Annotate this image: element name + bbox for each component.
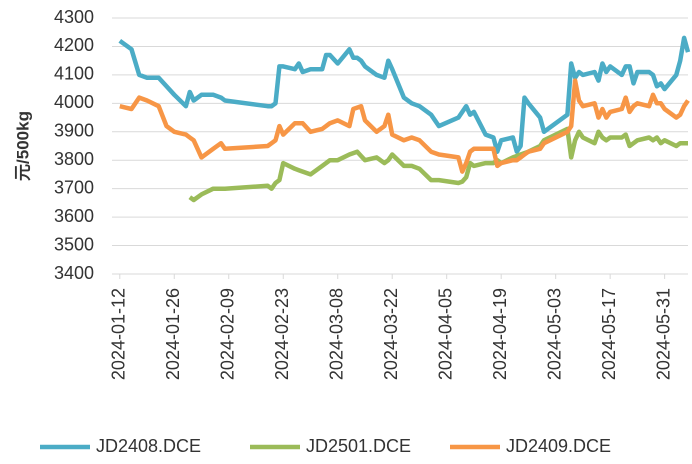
y-tick-label: 3700 bbox=[54, 177, 94, 197]
y-tick-label: 3800 bbox=[54, 149, 94, 169]
x-tick-label: 2024-02-09 bbox=[218, 288, 238, 380]
y-tick-label: 4300 bbox=[54, 7, 94, 27]
y-tick-label: 3900 bbox=[54, 121, 94, 141]
y-tick-label: 4100 bbox=[54, 64, 94, 84]
series-line bbox=[118, 35, 691, 154]
x-tick-label: 2024-04-19 bbox=[490, 288, 510, 380]
y-tick-label: 3400 bbox=[54, 263, 94, 283]
y-tick-label: 4200 bbox=[54, 35, 94, 55]
y-tick-label: 4000 bbox=[54, 92, 94, 112]
x-tick-label: 2024-01-12 bbox=[109, 288, 129, 380]
legend-label: JD2408.DCE bbox=[96, 436, 201, 456]
y-tick-label: 3500 bbox=[54, 234, 94, 254]
y-tick-label: 3600 bbox=[54, 206, 94, 226]
x-tick-label: 2024-03-08 bbox=[326, 288, 346, 380]
x-tick-label: 2024-05-17 bbox=[599, 288, 619, 380]
x-tick-label: 2024-05-31 bbox=[653, 288, 673, 380]
x-tick-label: 2024-05-03 bbox=[544, 288, 564, 380]
legend-label: JD2501.DCE bbox=[306, 436, 411, 456]
x-tick-label: 2024-04-05 bbox=[435, 288, 455, 380]
legend-label: JD2409.DCE bbox=[506, 436, 611, 456]
series-line bbox=[188, 126, 688, 203]
x-tick-label: 2024-01-26 bbox=[163, 288, 183, 380]
x-tick-label: 2024-03-22 bbox=[381, 288, 401, 380]
series-line bbox=[119, 78, 690, 174]
x-tick-label: 2024-02-23 bbox=[272, 288, 292, 380]
y-axis-title: 元/500kg bbox=[13, 111, 32, 181]
